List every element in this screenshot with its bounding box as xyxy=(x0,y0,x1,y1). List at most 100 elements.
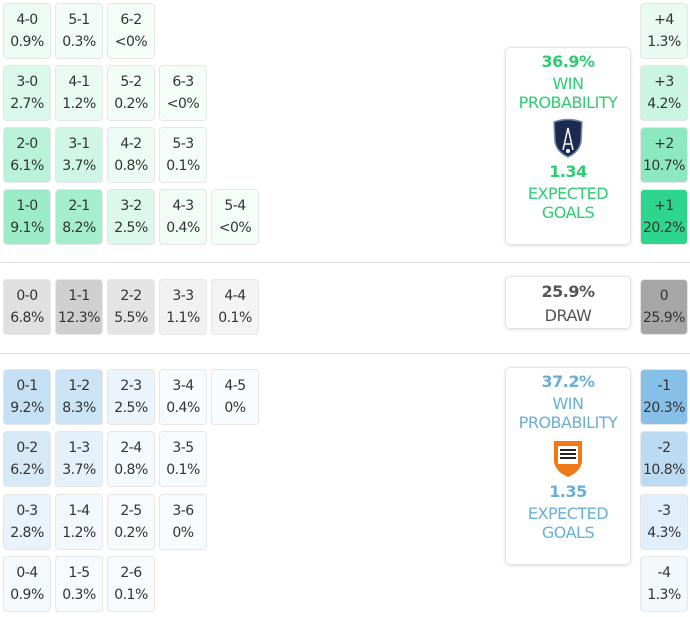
probability-label: <0% xyxy=(218,220,252,236)
probability-label: 1.1% xyxy=(166,310,200,326)
score-label: +2 xyxy=(654,136,674,152)
probability-label: 0.2% xyxy=(114,96,148,112)
score-label: 4-1 xyxy=(68,74,90,90)
score-cell: 2-6 0.1% xyxy=(107,556,155,612)
divider xyxy=(0,262,690,263)
score-cell: 2-1 8.2% xyxy=(55,189,103,245)
probability-label: 8.3% xyxy=(62,400,96,416)
score-label: 5-4 xyxy=(224,198,246,214)
goal-margin-cell: -1 20.3% xyxy=(640,369,688,425)
score-label: 0 xyxy=(659,288,669,304)
away-win-pct: 37.2% xyxy=(541,372,595,391)
score-cell: 5-2 0.2% xyxy=(107,65,155,121)
away-xg-label: EXPECTED GOALS xyxy=(527,504,609,542)
score-label: 3-6 xyxy=(172,503,194,519)
score-label: 2-4 xyxy=(120,440,142,456)
score-cell: 6-2 <0% xyxy=(107,3,155,59)
away-xg: 1.35 xyxy=(549,482,587,501)
score-label: -2 xyxy=(657,440,671,456)
probability-label: 8.2% xyxy=(62,220,96,236)
score-cell: 5-3 0.1% xyxy=(159,127,207,183)
score-label: -4 xyxy=(657,565,671,581)
score-cell: 1-0 9.1% xyxy=(3,189,51,245)
score-label: 2-0 xyxy=(16,136,38,152)
score-label: 2-2 xyxy=(120,288,142,304)
probability-label: 4.3% xyxy=(647,525,681,541)
probability-label: 0% xyxy=(172,525,194,541)
score-cell: 3-1 3.7% xyxy=(55,127,103,183)
score-cell: 1-3 3.7% xyxy=(55,431,103,487)
score-label: 1-4 xyxy=(68,503,90,519)
score-label: 5-2 xyxy=(120,74,142,90)
probability-label: 2.8% xyxy=(10,525,44,541)
probability-label: 2.5% xyxy=(114,400,148,416)
goal-margin-cell: +2 10.7% xyxy=(640,127,688,183)
probability-label: 4.2% xyxy=(647,96,681,112)
score-cell: 3-6 0% xyxy=(159,494,207,550)
probability-label: 0.3% xyxy=(62,34,96,50)
score-cell: 2-5 0.2% xyxy=(107,494,155,550)
score-cell: 6-3 <0% xyxy=(159,65,207,121)
score-cell: 5-4 <0% xyxy=(211,189,259,245)
probability-label: 20.2% xyxy=(643,220,685,236)
score-label: 4-0 xyxy=(16,12,38,28)
score-label: 3-2 xyxy=(120,198,142,214)
score-label: 1-0 xyxy=(16,198,38,214)
score-label: 0-2 xyxy=(16,440,38,456)
score-label: 4-5 xyxy=(224,378,246,394)
probability-label: 0.3% xyxy=(62,587,96,603)
draw-pct: 25.9% xyxy=(541,282,595,301)
score-cell: 2-0 6.1% xyxy=(3,127,51,183)
probability-label: 2.7% xyxy=(10,96,44,112)
score-label: 4-2 xyxy=(120,136,142,152)
probability-label: 0.1% xyxy=(166,462,200,478)
score-cell: 3-3 1.1% xyxy=(159,279,207,335)
probability-label: 9.1% xyxy=(10,220,44,236)
score-cell: 0-1 9.2% xyxy=(3,369,51,425)
score-cell: 1-5 0.3% xyxy=(55,556,103,612)
home-xg: 1.34 xyxy=(549,162,587,181)
goal-margin-cell: +4 1.3% xyxy=(640,3,688,59)
score-cell: 3-2 2.5% xyxy=(107,189,155,245)
probability-label: 6.2% xyxy=(10,462,44,478)
score-label: 4-4 xyxy=(224,288,246,304)
probability-label: 0% xyxy=(224,400,246,416)
probability-label: 9.2% xyxy=(10,400,44,416)
probability-label: 0.9% xyxy=(10,587,44,603)
probability-label: 0.8% xyxy=(114,462,148,478)
goal-margin-cell: -2 10.8% xyxy=(640,431,688,487)
score-cell: 1-2 8.3% xyxy=(55,369,103,425)
score-label: +1 xyxy=(654,198,674,214)
goal-margin-cell: +3 4.2% xyxy=(640,65,688,121)
away-win-label: WIN PROBABILITY xyxy=(518,394,618,432)
goal-margin-cell: +1 20.2% xyxy=(640,189,688,245)
probability-label: 6.8% xyxy=(10,310,44,326)
score-label: 3-0 xyxy=(16,74,38,90)
divider xyxy=(0,353,690,354)
probability-label: 3.7% xyxy=(62,462,96,478)
probability-label: <0% xyxy=(166,96,200,112)
goal-margin-cell: -3 4.3% xyxy=(640,494,688,550)
home-win-label: WIN PROBABILITY xyxy=(518,74,618,112)
score-cell: 0-0 6.8% xyxy=(3,279,51,335)
probability-label: 12.3% xyxy=(58,310,100,326)
draw-summary-card: 25.9% DRAW xyxy=(505,276,631,329)
score-label: 2-6 xyxy=(120,565,142,581)
score-cell: 4-4 0.1% xyxy=(211,279,259,335)
score-label: 3-5 xyxy=(172,440,194,456)
score-label: 3-3 xyxy=(172,288,194,304)
score-cell: 4-2 0.8% xyxy=(107,127,155,183)
probability-label: 2.5% xyxy=(114,220,148,236)
score-label: 5-3 xyxy=(172,136,194,152)
probability-label: 1.3% xyxy=(647,34,681,50)
probability-label: 6.1% xyxy=(10,158,44,174)
probability-label: 25.9% xyxy=(643,310,685,326)
probability-label: 10.8% xyxy=(643,462,685,478)
score-cell: 4-1 1.2% xyxy=(55,65,103,121)
score-label: +4 xyxy=(654,12,674,28)
probability-label: 3.7% xyxy=(62,158,96,174)
score-label: 4-3 xyxy=(172,198,194,214)
score-label: 0-3 xyxy=(16,503,38,519)
probability-label: 0.1% xyxy=(114,587,148,603)
